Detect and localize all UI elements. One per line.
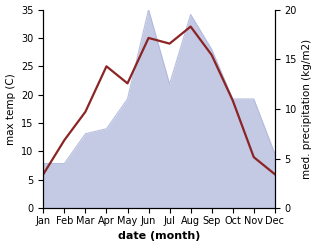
- Y-axis label: max temp (C): max temp (C): [5, 73, 16, 145]
- X-axis label: date (month): date (month): [118, 231, 200, 242]
- Y-axis label: med. precipitation (kg/m2): med. precipitation (kg/m2): [302, 39, 313, 179]
